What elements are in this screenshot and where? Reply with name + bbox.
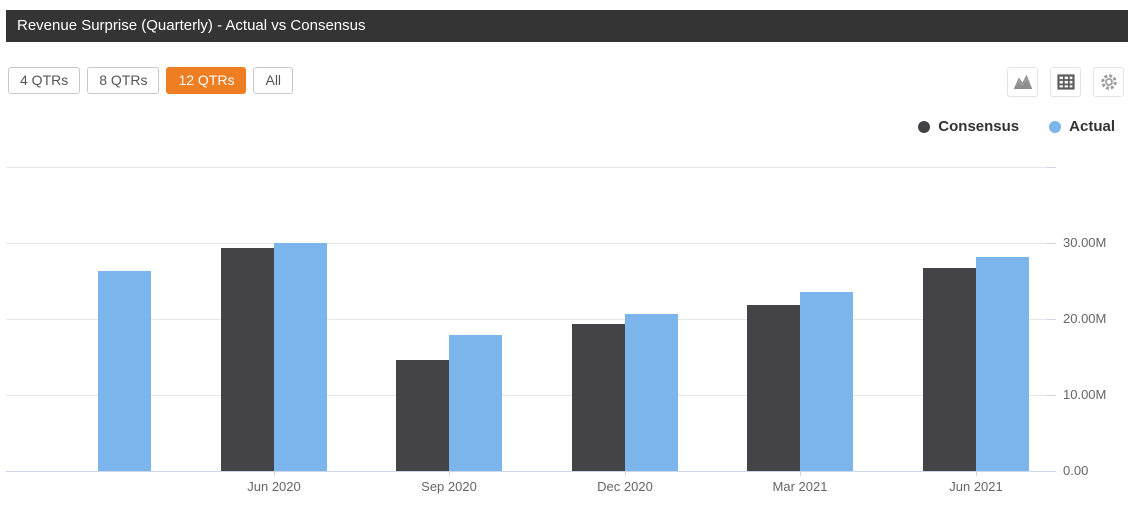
x-axis-tick: [976, 471, 977, 476]
y-axis-label-10m: 10.00M: [1063, 387, 1107, 402]
x-axis-tick: [449, 471, 450, 476]
x-axis-tick: [800, 471, 801, 476]
bar-consensus-dec-2020[interactable]: [572, 324, 625, 471]
area-chart-icon[interactable]: [1007, 67, 1038, 97]
range-button-group: 4 QTRs 8 QTRs 12 QTRs All: [8, 67, 294, 94]
y-axis-tick: [1046, 395, 1056, 396]
bar-actual-sep-2020[interactable]: [449, 335, 502, 471]
table-view-icon[interactable]: [1050, 67, 1081, 97]
bar-actual-jun-2021[interactable]: [976, 257, 1029, 471]
legend-item-actual[interactable]: Actual: [1049, 118, 1115, 135]
x-axis-label-sep-2020: Sep 2020: [421, 479, 477, 494]
legend-marker-consensus: [918, 120, 931, 133]
y-axis-label-0m: 0.00: [1063, 463, 1089, 478]
table-glyph: [1056, 74, 1075, 90]
range-button-8-qtrs[interactable]: 8 QTRs: [87, 67, 160, 94]
settings-gear-icon[interactable]: [1093, 67, 1124, 97]
bar-actual-dec-2020[interactable]: [625, 314, 678, 471]
legend-label: Consensus: [938, 118, 1020, 135]
y-axis-tick: [1046, 243, 1056, 244]
range-button-all[interactable]: All: [253, 67, 294, 94]
bar-consensus-jun-2021[interactable]: [923, 268, 976, 471]
legend-label: Actual: [1069, 118, 1115, 135]
gridline-10m: [6, 395, 1046, 396]
legend-item-consensus[interactable]: Consensus: [918, 118, 1019, 135]
y-axis-label-20m: 20.00M: [1063, 311, 1107, 326]
range-button-4-qtrs[interactable]: 4 QTRs: [8, 67, 81, 94]
legend-marker-actual: [1049, 120, 1062, 133]
x-axis-tick: [625, 471, 626, 476]
area-chart-glyph: [1013, 74, 1032, 89]
bar-actual-jun-2020[interactable]: [274, 243, 327, 471]
bar-consensus-jun-2020[interactable]: [221, 248, 274, 471]
x-axis-label-mar-2021: Mar 2021: [772, 479, 828, 494]
y-axis-tick: [1046, 471, 1056, 472]
x-axis-label-jun-2021: Jun 2021: [949, 479, 1003, 494]
x-axis-label-dec-2020: Dec 2020: [597, 479, 653, 494]
gridline-30m: [6, 243, 1046, 244]
gridline-20m: [6, 319, 1046, 320]
chart-legend: Consensus Actual: [918, 118, 1115, 135]
gear-glyph: [1100, 74, 1117, 90]
x-axis-label-jun-2020: Jun 2020: [247, 479, 301, 494]
y-axis-tick: [1046, 319, 1056, 320]
y-axis-label-30m: 30.00M: [1063, 235, 1107, 250]
bar-consensus-mar-2021[interactable]: [747, 305, 800, 471]
range-button-12-qtrs[interactable]: 12 QTRs: [166, 67, 247, 94]
bar-consensus-sep-2020[interactable]: [396, 360, 449, 471]
gridline-0m: [6, 471, 1046, 472]
bar-actual-q0[interactable]: [98, 271, 151, 471]
gridline-40m: [6, 167, 1046, 168]
x-axis-tick: [274, 471, 275, 476]
bar-actual-mar-2021[interactable]: [800, 292, 853, 471]
widget-title-bar: Revenue Surprise (Quarterly) - Actual vs…: [6, 10, 1128, 42]
widget-title: Revenue Surprise (Quarterly) - Actual vs…: [17, 17, 366, 34]
y-axis-tick: [1046, 167, 1056, 168]
chart-toolbar-icons: [1007, 67, 1124, 97]
